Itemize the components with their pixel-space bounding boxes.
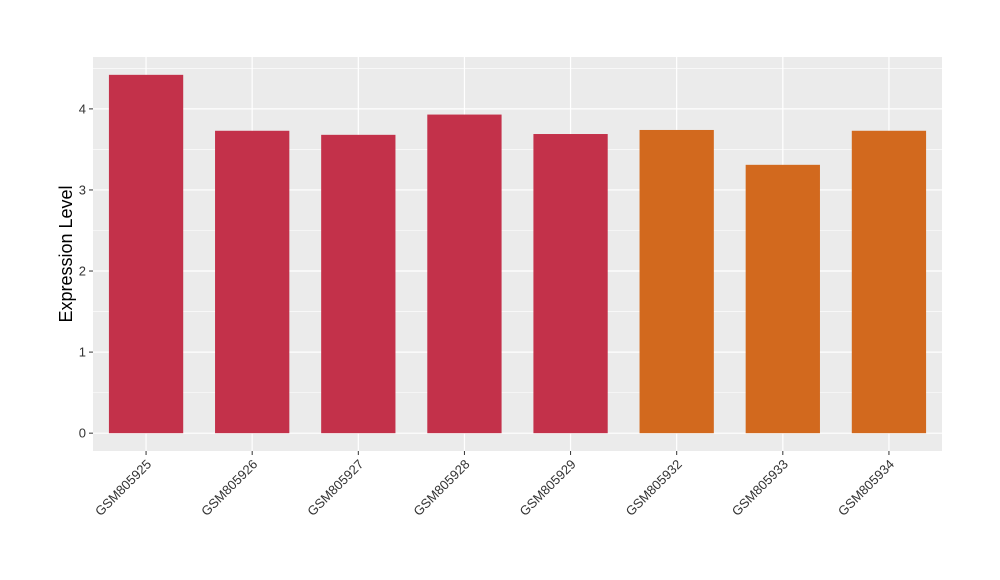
bar-GSM805927 (321, 134, 396, 434)
x-tick-label: GSM805928 (410, 457, 472, 519)
y-axis-label: Expression Level (56, 185, 76, 322)
x-tick-label: GSM805934 (835, 457, 897, 519)
bar-GSM805926 (215, 130, 290, 434)
y-tick-label: 1 (79, 345, 86, 360)
bar-GSM805929 (533, 134, 608, 434)
bar-GSM805932 (639, 129, 714, 434)
x-tick-label: GSM805927 (304, 457, 366, 519)
x-tick-label: GSM805932 (623, 457, 685, 519)
y-tick-label: 2 (79, 264, 86, 279)
x-axis: GSM805925 GSM805926 GSM805927 GSM805928 GSM8… (92, 451, 897, 519)
y-tick-label: 4 (79, 101, 86, 116)
y-axis: 0 1 2 3 4 (79, 101, 93, 441)
y-tick-label: 3 (79, 182, 86, 197)
x-tick-label: GSM805933 (729, 457, 791, 519)
bar-GSM805925 (108, 74, 184, 434)
x-tick-label: GSM805929 (516, 457, 578, 519)
x-tick-label: GSM805925 (92, 457, 154, 519)
bar-GSM805928 (427, 114, 502, 434)
bar-GSM805933 (745, 164, 820, 434)
y-tick-label: 0 (79, 426, 86, 441)
x-tick-label: GSM805926 (198, 457, 260, 519)
bar-GSM805934 (851, 130, 927, 434)
bars (108, 74, 927, 434)
